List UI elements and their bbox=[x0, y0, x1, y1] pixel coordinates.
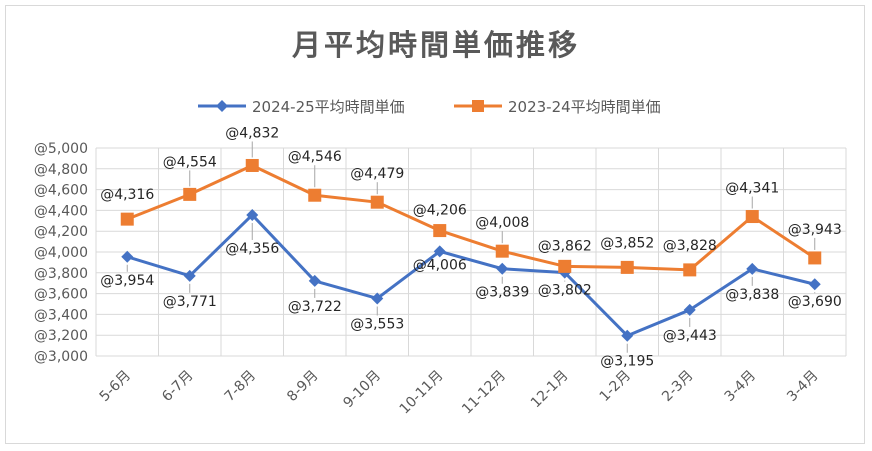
data-label: @3,722 bbox=[288, 299, 342, 315]
x-tick-label: 1-2月 bbox=[597, 368, 634, 405]
data-label: @4,006 bbox=[413, 257, 467, 273]
data-point bbox=[433, 245, 446, 258]
data-label: @3,954 bbox=[100, 273, 154, 289]
x-tick-label: 12-1月 bbox=[528, 368, 572, 412]
data-label: @3,771 bbox=[163, 294, 217, 310]
data-label: @3,852 bbox=[600, 235, 654, 251]
y-tick-label: @4,600 bbox=[34, 183, 88, 199]
data-point bbox=[808, 278, 821, 291]
data-point bbox=[746, 262, 759, 275]
data-label: @3,802 bbox=[538, 283, 592, 299]
data-label: @4,554 bbox=[163, 154, 217, 170]
legend-marker bbox=[472, 100, 484, 112]
data-label: @4,206 bbox=[413, 203, 467, 219]
y-tick-label: @4,400 bbox=[34, 203, 88, 219]
data-label: @4,479 bbox=[350, 166, 404, 182]
data-label: @3,195 bbox=[600, 354, 654, 370]
legend-item-1: 2024-25平均時間単価 bbox=[198, 98, 405, 116]
data-point bbox=[433, 224, 447, 238]
data-point bbox=[246, 208, 259, 221]
data-label: @4,008 bbox=[475, 215, 529, 231]
data-label: @3,838 bbox=[725, 287, 779, 303]
y-tick-label: @4,800 bbox=[34, 162, 88, 178]
data-point bbox=[183, 269, 196, 282]
data-label: @3,443 bbox=[663, 328, 717, 344]
legend-marker bbox=[216, 100, 228, 112]
data-point bbox=[745, 210, 759, 224]
data-point bbox=[621, 329, 634, 342]
y-tick-label: @5,000 bbox=[34, 141, 88, 157]
x-tick-label: 3-4月 bbox=[722, 368, 759, 405]
x-tick-label: 10-11月 bbox=[397, 368, 447, 418]
y-tick-label: @3,200 bbox=[34, 328, 88, 344]
data-label: @3,690 bbox=[788, 294, 842, 310]
chart-title: 月平均時間単価推移 bbox=[291, 28, 580, 62]
data-point bbox=[183, 187, 197, 201]
data-label: @3,828 bbox=[663, 238, 717, 254]
y-tick-label: @3,000 bbox=[34, 349, 88, 365]
x-tick-label: 9-10月 bbox=[340, 368, 384, 412]
data-point bbox=[808, 251, 822, 265]
data-point bbox=[370, 195, 384, 209]
legend-label: 2024-25平均時間単価 bbox=[252, 98, 405, 116]
data-label: @3,943 bbox=[788, 222, 842, 238]
x-tick-label: 6-7月 bbox=[159, 368, 196, 405]
data-point bbox=[495, 244, 509, 258]
x-tick-label: 8-9月 bbox=[284, 368, 321, 405]
data-point bbox=[245, 158, 259, 172]
y-tick-label: @4,000 bbox=[34, 245, 88, 261]
data-point bbox=[683, 263, 697, 277]
x-tick-label: 7-8月 bbox=[222, 368, 259, 405]
data-point bbox=[496, 262, 509, 275]
data-point bbox=[683, 303, 696, 316]
x-tick-label: 11-12月 bbox=[459, 368, 509, 418]
y-tick-label: @3,600 bbox=[34, 287, 88, 303]
data-label: @3,839 bbox=[475, 285, 529, 301]
x-tick-label: 3-4月 bbox=[784, 368, 821, 405]
legend-item-2: 2023-24平均時間単価 bbox=[454, 98, 661, 116]
data-point bbox=[121, 250, 134, 263]
y-tick-label: @3,800 bbox=[34, 266, 88, 282]
y-tick-label: @4,200 bbox=[34, 224, 88, 240]
data-point bbox=[558, 259, 572, 273]
data-point bbox=[308, 274, 321, 287]
data-point bbox=[120, 212, 134, 226]
series-line-2 bbox=[126, 163, 816, 272]
x-tick-label: 2-3月 bbox=[659, 368, 696, 405]
y-tick-label: @3,400 bbox=[34, 307, 88, 323]
data-label: @4,356 bbox=[225, 241, 279, 257]
data-label: @4,316 bbox=[100, 187, 154, 203]
data-label: @3,862 bbox=[538, 238, 592, 254]
series-line-1 bbox=[126, 213, 816, 338]
data-label: @4,341 bbox=[725, 181, 779, 197]
data-label: @4,546 bbox=[288, 149, 342, 165]
data-label: @4,832 bbox=[225, 125, 279, 141]
legend-label: 2023-24平均時間単価 bbox=[508, 98, 661, 116]
x-tick-label: 5-6月 bbox=[97, 368, 134, 405]
data-point bbox=[308, 188, 322, 202]
data-label: @3,553 bbox=[350, 316, 404, 332]
data-point bbox=[620, 260, 634, 274]
data-point bbox=[371, 292, 384, 305]
